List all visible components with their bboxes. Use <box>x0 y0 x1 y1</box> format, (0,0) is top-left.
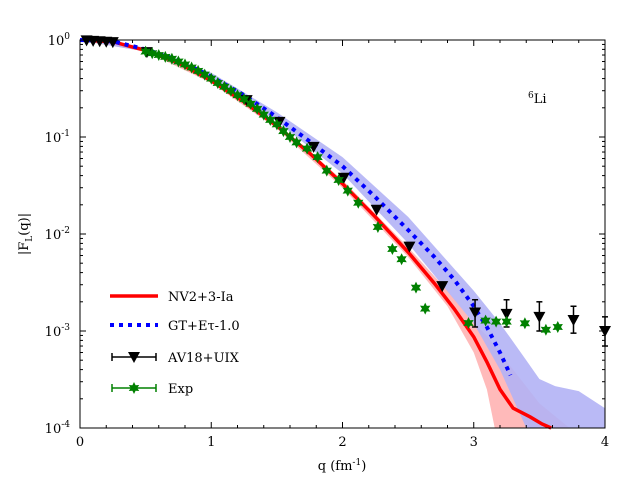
legend-label: NV2+3-Ia <box>168 290 234 305</box>
data-point-star <box>519 317 531 330</box>
data-point-star <box>301 142 313 155</box>
data-point-star <box>490 315 502 328</box>
data-point-star <box>166 52 178 65</box>
x-tick-label: 4 <box>601 435 609 450</box>
uncertainty-band <box>80 40 570 428</box>
data-point-star <box>212 77 223 89</box>
data-point-star <box>321 164 332 177</box>
y-tick-label: 10-2 <box>45 226 70 243</box>
uncertainty-bands <box>80 40 605 428</box>
data-point-star <box>225 84 237 97</box>
data-point-star <box>232 89 243 102</box>
data-point-triangle <box>403 241 416 253</box>
data-point-star <box>540 323 552 336</box>
data-point-star <box>410 281 422 294</box>
data-point-triangle <box>533 311 546 323</box>
data-point-star <box>206 72 217 85</box>
y-tick-label: 10-1 <box>45 129 70 146</box>
data-point-triangle <box>500 308 513 320</box>
data-point-triangle <box>337 172 350 184</box>
data-point-star <box>291 136 302 149</box>
data-point-star <box>353 196 364 209</box>
data-point-star <box>160 50 171 63</box>
data-point-star <box>245 97 256 110</box>
x-tick-label: 3 <box>470 435 478 450</box>
axis-ticks: 0 1 2 3 4 100 10-1 10-2 10-3 10-4 <box>45 32 609 450</box>
data-point-star <box>199 68 210 81</box>
y-axis-label: |FL(q)| <box>17 213 35 255</box>
data-point-star <box>278 125 289 138</box>
data-point-star <box>179 58 191 71</box>
legend-label: GT+Eτ-1.0 <box>168 319 240 334</box>
data-point-star <box>552 321 563 333</box>
x-tick-label: 0 <box>76 435 84 450</box>
legend-label: Exp <box>168 382 193 397</box>
series-markers <box>80 35 611 347</box>
data-point-star <box>219 80 230 93</box>
nucleus-annotation: 6Li <box>528 91 547 107</box>
data-point-star <box>372 221 384 233</box>
y-tick-label: 100 <box>48 32 71 49</box>
data-point-triangle <box>469 307 482 319</box>
data-point-star <box>192 64 204 77</box>
data-point-star <box>153 49 164 61</box>
x-tick-label: 2 <box>338 435 346 450</box>
data-point-star <box>173 55 184 68</box>
data-point-triangle <box>370 204 383 216</box>
data-point-star <box>271 118 283 131</box>
data-point-triangle <box>436 281 449 293</box>
data-point-star <box>480 314 491 327</box>
x-axis-label: q (fm-1) <box>318 458 367 474</box>
data-point-star <box>284 131 296 143</box>
uncertainty-band <box>80 40 605 428</box>
series-line <box>79 38 513 377</box>
data-point-star <box>140 45 151 58</box>
y-tick-label: 10-3 <box>45 323 71 340</box>
legend-marker <box>128 382 140 394</box>
data-point-star <box>420 302 431 315</box>
data-point-star <box>147 47 158 60</box>
data-point-star <box>387 243 398 255</box>
data-point-star <box>501 315 512 328</box>
legend: NV2+3-Ia GT+Eτ-1.0 AV18+UIX Exp <box>110 290 240 397</box>
data-point-star <box>265 113 276 126</box>
data-point-star <box>312 151 323 164</box>
legend-marker <box>128 352 140 363</box>
data-point-star <box>333 174 344 186</box>
data-point-triangle <box>307 141 320 153</box>
data-point-star <box>186 61 197 74</box>
data-point-star <box>342 184 353 197</box>
data-point-star <box>238 93 250 106</box>
y-tick-label: 10-4 <box>45 420 71 437</box>
data-point-triangle <box>567 314 580 326</box>
data-point-star <box>258 108 269 121</box>
data-point-star <box>396 253 407 266</box>
legend-label: AV18+UIX <box>167 351 240 366</box>
data-point-star <box>463 317 474 329</box>
x-tick-label: 1 <box>207 435 215 450</box>
data-point-star <box>252 102 263 115</box>
